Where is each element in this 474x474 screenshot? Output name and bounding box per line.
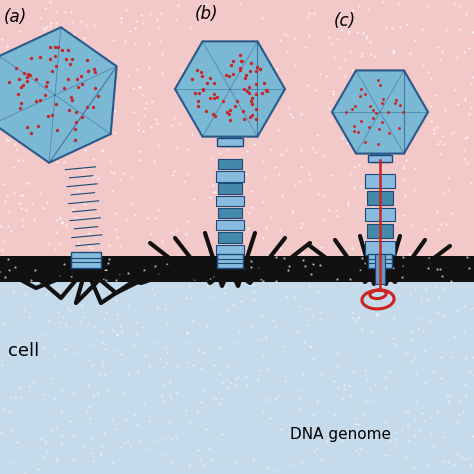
Polygon shape <box>72 210 97 212</box>
Bar <box>371 148 389 162</box>
Polygon shape <box>175 41 285 137</box>
Bar <box>368 155 392 162</box>
Text: DNA genome: DNA genome <box>290 427 391 442</box>
Polygon shape <box>365 174 395 188</box>
Polygon shape <box>74 227 98 229</box>
Bar <box>71 252 101 268</box>
Polygon shape <box>367 191 392 205</box>
Polygon shape <box>216 245 244 255</box>
Bar <box>217 254 243 268</box>
Polygon shape <box>219 183 242 194</box>
Polygon shape <box>70 218 101 221</box>
Polygon shape <box>219 232 242 243</box>
Polygon shape <box>216 171 244 182</box>
Bar <box>217 138 243 146</box>
Text: (c): (c) <box>334 12 356 30</box>
Polygon shape <box>332 71 428 154</box>
Bar <box>0 282 474 474</box>
Polygon shape <box>75 244 100 246</box>
Polygon shape <box>219 208 242 218</box>
Text: (b): (b) <box>195 5 219 23</box>
Polygon shape <box>71 235 102 238</box>
Polygon shape <box>68 201 99 204</box>
Polygon shape <box>69 175 93 178</box>
Polygon shape <box>0 27 117 163</box>
Bar <box>0 0 474 256</box>
Polygon shape <box>216 196 244 206</box>
Polygon shape <box>219 159 242 169</box>
Polygon shape <box>367 224 392 238</box>
Text: (a): (a) <box>4 8 27 26</box>
Polygon shape <box>216 220 244 230</box>
Polygon shape <box>365 241 395 255</box>
Polygon shape <box>65 167 96 170</box>
Bar <box>368 254 392 268</box>
Text: cell: cell <box>8 342 39 360</box>
Polygon shape <box>66 184 98 187</box>
Bar <box>0 256 474 282</box>
Polygon shape <box>71 192 95 195</box>
Bar <box>375 254 385 284</box>
Bar <box>220 130 240 146</box>
Polygon shape <box>365 208 395 221</box>
